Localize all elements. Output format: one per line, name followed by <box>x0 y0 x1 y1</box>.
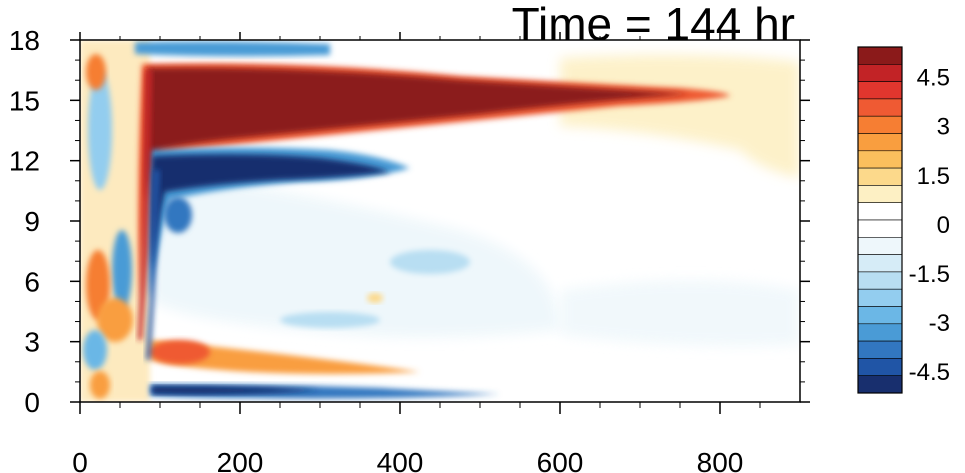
colorbar-swatch <box>857 323 903 342</box>
y-axis: 0 3 6 9 12 15 18 <box>9 25 810 418</box>
x-tick-label: 0 <box>72 447 88 473</box>
field-left-warm-4 <box>86 54 106 90</box>
colorbar-swatch <box>857 133 903 152</box>
colorbar-swatch <box>857 288 903 307</box>
colorbar-swatch <box>857 375 903 394</box>
y-tick-label: 12 <box>9 146 40 177</box>
colorbar: 4.5 3 1.5 0 -1.5 -3 -4.5 <box>857 46 950 394</box>
field-small-warm-patch <box>367 293 383 303</box>
y-tick-label: 3 <box>24 327 40 358</box>
field-light-cold-middle <box>150 170 560 338</box>
colorbar-swatch <box>857 150 903 169</box>
colorbar-swatch <box>857 46 903 65</box>
colorbar-swatch <box>857 202 903 221</box>
field-light-cold-right <box>560 280 800 347</box>
colorbar-swatch <box>857 254 903 273</box>
colorbar-swatch <box>857 340 903 359</box>
field-cold-band-core <box>151 154 390 270</box>
y-tick-label: 6 <box>24 266 40 297</box>
x-tick-label: 600 <box>537 447 584 473</box>
field-lower-warm-band <box>150 340 420 374</box>
colorbar-swatch <box>857 81 903 100</box>
y-tick-label: 15 <box>9 85 40 116</box>
colorbar-label: 1.5 <box>917 163 950 190</box>
x-tick-label: 400 <box>377 447 424 473</box>
field-left-cold-2 <box>112 230 132 310</box>
colorbar-label: -4.5 <box>909 359 950 386</box>
field-bottom-cold-core <box>152 386 320 395</box>
field-left-warm-1 <box>86 250 110 320</box>
colorbar-swatch <box>857 98 903 117</box>
field-top-cold-strip <box>135 41 330 57</box>
field-cold-patch-low <box>280 312 380 328</box>
field-cold-blob <box>164 197 192 233</box>
colorbar-swatch <box>857 115 903 134</box>
field-slanted-front-cold <box>146 170 160 360</box>
colorbar-swatch <box>857 237 903 255</box>
field-cold-band-halo <box>149 147 410 300</box>
colorbar-label: 3 <box>937 114 950 141</box>
field-left-warm-3 <box>90 371 110 399</box>
field-slanted-front-warm <box>138 70 152 340</box>
y-tick-label: 0 <box>24 387 40 418</box>
colorbar-swatch <box>857 358 903 376</box>
field-cold-patch-mid <box>390 250 470 274</box>
heatmap-field <box>80 40 800 402</box>
colorbar-swatch <box>857 219 903 238</box>
colorbar-label: 4.5 <box>917 65 950 92</box>
field-left-cold-1 <box>88 70 112 190</box>
colorbar-label: -1.5 <box>909 261 950 288</box>
field-left-cold-3 <box>83 330 107 370</box>
y-tick-label: 9 <box>24 206 40 237</box>
field-jet-core <box>146 67 690 200</box>
colorbar-swatch <box>857 167 903 186</box>
colorbar-label: -3 <box>929 310 950 337</box>
colorbar-frame <box>857 46 903 394</box>
field-left-warm-2 <box>97 298 133 342</box>
colorbar-swatch <box>857 306 903 325</box>
colorbar-swatch <box>857 185 903 203</box>
x-tick-label: 200 <box>217 447 264 473</box>
x-axis: 0 200 400 600 800 <box>72 32 761 473</box>
colorbar-swatch <box>857 271 903 290</box>
chart-title: Time = 144 hr <box>512 0 795 50</box>
y-tick-label: 18 <box>9 25 40 56</box>
colorbar-label: 0 <box>937 212 950 239</box>
field-lower-warm-core <box>150 340 210 364</box>
x-tick-label: 800 <box>697 447 744 473</box>
colorbar-swatch <box>857 64 903 82</box>
